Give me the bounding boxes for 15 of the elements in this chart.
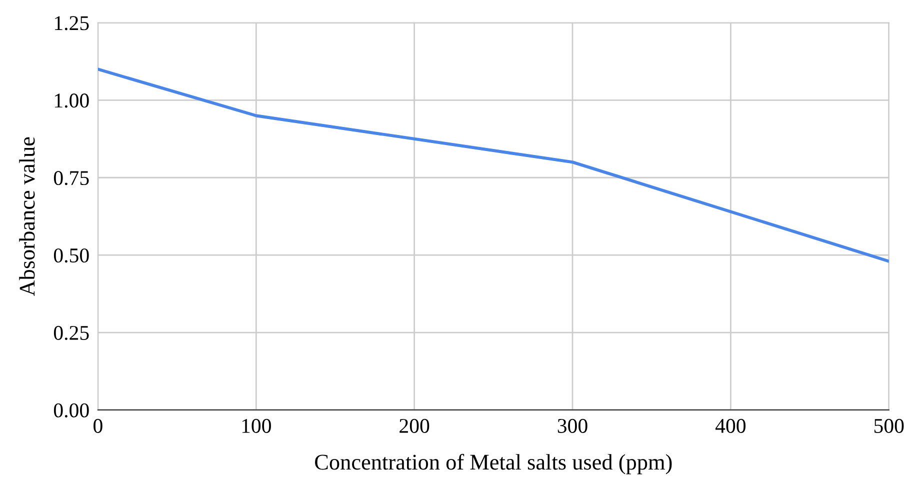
line-series (98, 68, 889, 263)
y-tick-label: 0.50 (54, 248, 89, 263)
x-tick-label: 100 (242, 418, 271, 433)
y-tick-label: 0.25 (54, 326, 89, 340)
y-axis-title: Absorbance value (19, 137, 35, 296)
x-tick-label: 400 (715, 418, 746, 433)
y-tick-label: 1.00 (54, 94, 89, 108)
y-tick-label: 0.00 (54, 403, 89, 418)
y-tick-label: 0.75 (54, 171, 89, 186)
x-tick-label: 300 (558, 418, 588, 433)
x-tick-label: 0 (94, 418, 102, 433)
x-axis-title: Concentration of Metal salts used (ppm) (315, 454, 672, 474)
x-tick-label: 200 (400, 418, 430, 433)
y-tick-label: 1.25 (54, 16, 89, 30)
x-tick-label: 500 (874, 418, 904, 433)
